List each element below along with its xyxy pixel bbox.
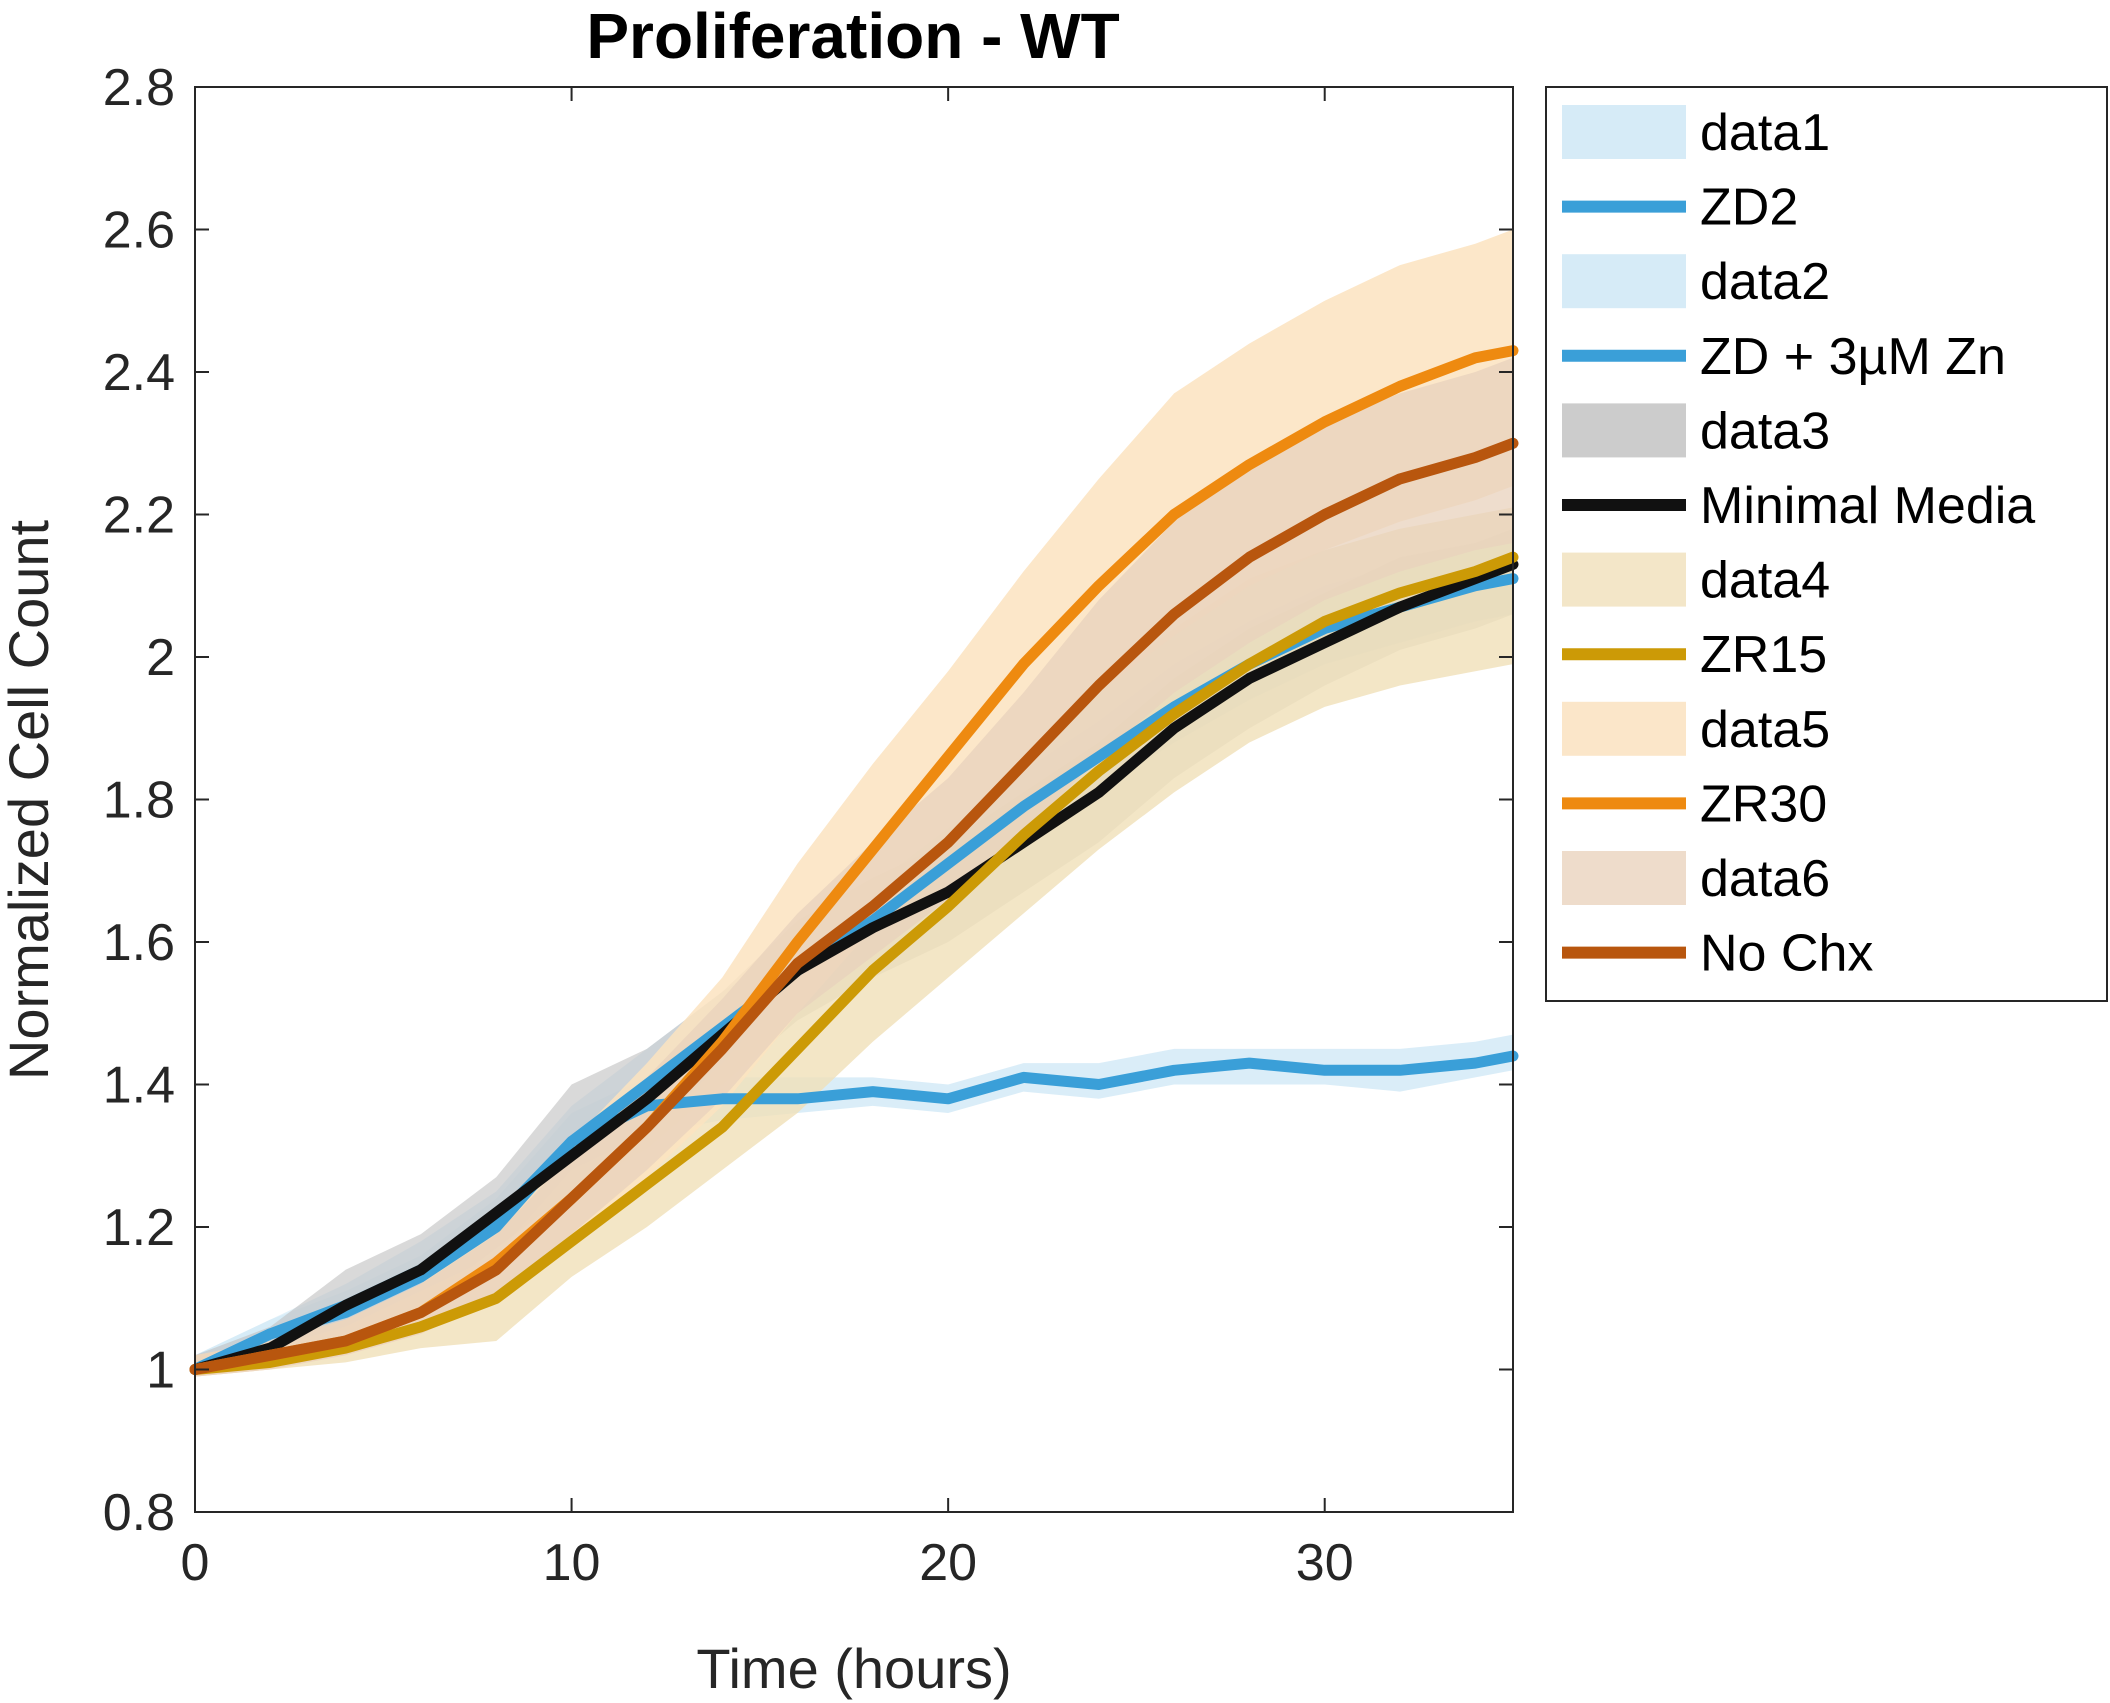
legend-label-data6: data6 <box>1700 850 1830 908</box>
y-tick-label: 2.6 <box>103 202 175 260</box>
y-tick-label: 1 <box>146 1342 175 1400</box>
legend-label-zd-3-m-zn: ZD + 3µM Zn <box>1700 328 2006 386</box>
y-tick-label: 2.2 <box>103 487 175 545</box>
y-tick-label: 1.2 <box>103 1199 175 1257</box>
legend-label-no-chx: No Chx <box>1700 925 1873 983</box>
x-tick-label: 0 <box>181 1534 210 1592</box>
legend-swatch-data4 <box>1562 552 1686 607</box>
legend-label-zd2: ZD2 <box>1700 179 1798 237</box>
legend-label-data3: data3 <box>1700 402 1830 460</box>
y-tick-label: 2 <box>146 629 175 687</box>
y-tick-label: 1.4 <box>103 1057 175 1115</box>
legend-label-zr15: ZR15 <box>1700 626 1827 684</box>
series-line-no-chx <box>189 437 1519 1375</box>
y-tick-label: 1.8 <box>103 772 175 830</box>
y-tick-label: 1.6 <box>103 914 175 972</box>
chart-title: Proliferation - WT <box>586 0 1119 72</box>
x-tick-label: 10 <box>543 1534 601 1592</box>
legend: data1 ZD2 data2 ZD + 3µM Zn data3 Minimal Med… <box>1562 104 2035 983</box>
series-layer <box>189 345 1519 1375</box>
y-tick-label: 2.8 <box>103 59 175 117</box>
ticks-layer: 0 10 20 30 0.8 1 1.2 1.4 1.6 1.8 2 2.2 2.4 2.6 2.8 <box>103 59 1513 1592</box>
y-axis-title: Normalized Cell Count <box>0 519 60 1080</box>
legend-swatch-data2 <box>1562 254 1686 309</box>
y-tick-label: 2.4 <box>103 344 175 402</box>
legend-label-minimal-media: Minimal Media <box>1700 477 2035 535</box>
legend-swatch-data1 <box>1562 105 1686 159</box>
legend-swatch-data5 <box>1562 701 1686 756</box>
legend-swatch-data6 <box>1562 851 1686 905</box>
x-tick-label: 30 <box>1296 1534 1354 1592</box>
series-line-zr15 <box>189 551 1519 1375</box>
legend-label-data5: data5 <box>1700 701 1830 759</box>
legend-swatch-data3 <box>1562 403 1686 458</box>
legend-label-data1: data1 <box>1700 104 1830 162</box>
band-data5 <box>195 229 1513 1377</box>
y-tick-label: 0.8 <box>103 1484 175 1542</box>
x-tick-label: 20 <box>919 1534 977 1592</box>
x-axis-title: Time (hours) <box>696 1637 1011 1700</box>
bands-layer <box>195 229 1513 1377</box>
series-line-zd2 <box>189 1050 1519 1375</box>
legend-label-data2: data2 <box>1700 253 1830 311</box>
series-line-minimal-media <box>189 558 1519 1375</box>
legend-box <box>1545 86 2108 1002</box>
legend-label-zr30: ZR30 <box>1700 775 1827 833</box>
legend-label-data4: data4 <box>1700 552 1830 610</box>
